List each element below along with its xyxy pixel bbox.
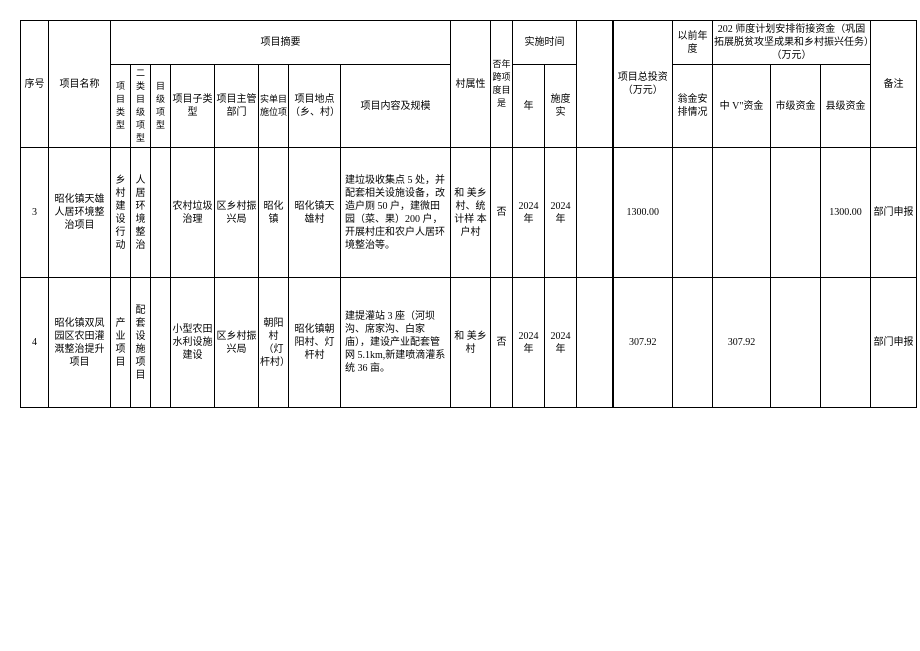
h-central: 中 V"资金 xyxy=(713,65,771,148)
cell-subtype-lvl xyxy=(151,148,171,278)
cell-seq: 3 xyxy=(21,148,49,278)
cell-attr: 和 美乡村、统 计样 本户村 xyxy=(451,148,491,278)
h-subtype-lvl: 目级项型 xyxy=(151,65,171,148)
h-impl-time: 实施时间 xyxy=(513,21,577,65)
cell-prev xyxy=(673,278,713,408)
cell-city xyxy=(771,278,821,408)
h-county: 县级资金 xyxy=(821,65,871,148)
cell-type1: 产 业项目 xyxy=(111,278,131,408)
cell-county xyxy=(821,278,871,408)
cell-blank xyxy=(577,278,613,408)
table-row: 3 昭化镇天雄人居环境整治项目 乡 村建 设行动 人 居环 境整治 农村垃圾治理… xyxy=(21,148,917,278)
cell-central xyxy=(713,148,771,278)
cell-child: 农村垃圾治理 xyxy=(171,148,215,278)
project-table: 序号 项目名称 项目摘要 村属性 否年跨项度目是 实施时间 项目总投资（万元） … xyxy=(20,20,917,408)
h-plan: 202 师度计划安排衔接资金（巩固拓展脱贫攻坚成果和乡村振兴任务）（万元） xyxy=(713,21,871,65)
cell-unit: 朝阳村（灯杆村） xyxy=(259,278,289,408)
cell-type2: 配套设施项目 xyxy=(131,278,151,408)
h-unit: 实单目施位项 xyxy=(259,65,289,148)
h-name: 项目名称 xyxy=(49,21,111,148)
h-fund: 翁金安排情况 xyxy=(673,65,713,148)
table-row: 4 昭化镇双凤园区农田灌溉整治提升项目 产 业项目 配套设施项目 小型农田水利设… xyxy=(21,278,917,408)
cell-prev xyxy=(673,148,713,278)
cell-type1: 乡 村建 设行动 xyxy=(111,148,131,278)
h-cross: 否年跨项度目是 xyxy=(491,21,513,148)
cell-cross: 否 xyxy=(491,148,513,278)
cell-type2: 人 居环 境整治 xyxy=(131,148,151,278)
h-summary: 项目摘要 xyxy=(111,21,451,65)
h-blank xyxy=(577,21,613,148)
cell-total: 1300.00 xyxy=(613,148,673,278)
cell-attr: 和 美乡村 xyxy=(451,278,491,408)
h-city: 市级资金 xyxy=(771,65,821,148)
h-attr: 村属性 xyxy=(451,21,491,148)
cell-remark: 部门申报 xyxy=(871,148,917,278)
cell-content: 建提灌站 3 座（河坝沟、席家沟、白家庙），建设产业配套管网 5.1km,新建喷… xyxy=(341,278,451,408)
cell-county: 1300.00 xyxy=(821,148,871,278)
cell-dept: 区乡村振兴局 xyxy=(215,278,259,408)
cell-central: 307.92 xyxy=(713,278,771,408)
cell-impl: 2024年 xyxy=(545,148,577,278)
h-remark: 备注 xyxy=(871,21,917,148)
cell-loc: 昭化镇朝阳村、灯杆村 xyxy=(289,278,341,408)
cell-impl: 2024年 xyxy=(545,278,577,408)
cell-total: 307.92 xyxy=(613,278,673,408)
h-total: 项目总投资（万元） xyxy=(613,21,673,148)
h-impl: 施度实 xyxy=(545,65,577,148)
cell-content: 建垃圾收集点 5 处，并配套相关设施设备，改造户厕 50 户，建微田园（菜、果）… xyxy=(341,148,451,278)
cell-blank xyxy=(577,148,613,278)
cell-name: 昭化镇天雄人居环境整治项目 xyxy=(49,148,111,278)
h-dept: 项目主管部门 xyxy=(215,65,259,148)
cell-year: 2024年 xyxy=(513,278,545,408)
h-prev: 以前年度 xyxy=(673,21,713,65)
cell-child: 小型农田水利设施建设 xyxy=(171,278,215,408)
cell-name: 昭化镇双凤园区农田灌溉整治提升项目 xyxy=(49,278,111,408)
cell-seq: 4 xyxy=(21,278,49,408)
h-child: 项目子类型 xyxy=(171,65,215,148)
cell-unit: 昭化镇 xyxy=(259,148,289,278)
cell-remark: 部门申报 xyxy=(871,278,917,408)
h-content: 项目内容及规模 xyxy=(341,65,451,148)
h-seq: 序号 xyxy=(21,21,49,148)
h-type2: 二类目级项型 xyxy=(131,65,151,148)
cell-loc: 昭化镇天雄村 xyxy=(289,148,341,278)
cell-city xyxy=(771,148,821,278)
cell-year: 2024年 xyxy=(513,148,545,278)
h-loc: 项目地点（乡、村） xyxy=(289,65,341,148)
h-year: 年 xyxy=(513,65,545,148)
cell-cross: 否 xyxy=(491,278,513,408)
h-type1: 项目类型 xyxy=(111,65,131,148)
cell-subtype-lvl xyxy=(151,278,171,408)
cell-dept: 区乡村振兴局 xyxy=(215,148,259,278)
header-row-1: 序号 项目名称 项目摘要 村属性 否年跨项度目是 实施时间 项目总投资（万元） … xyxy=(21,21,917,65)
